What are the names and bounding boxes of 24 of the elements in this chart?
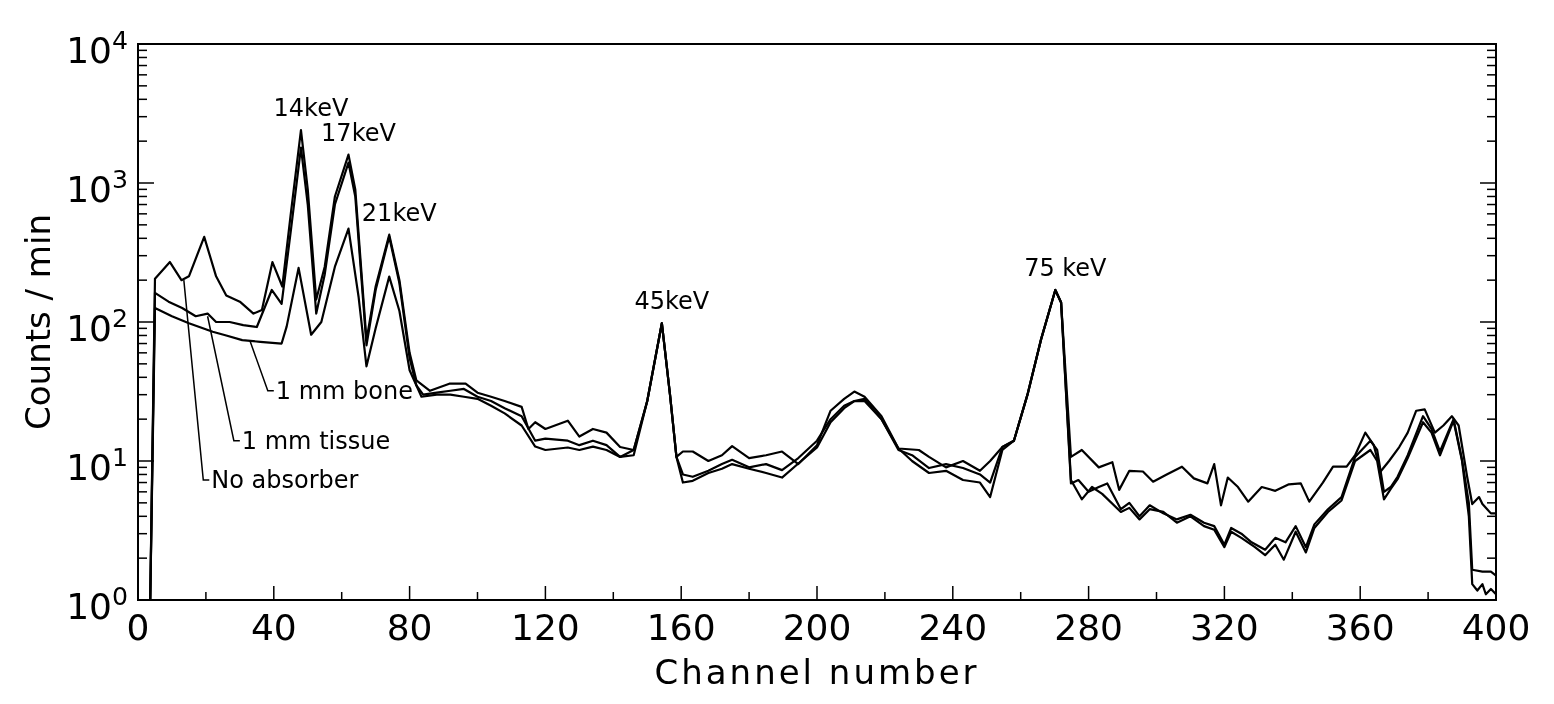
x-tick-label: 200 — [782, 607, 852, 648]
x-tick-label: 120 — [511, 607, 580, 648]
annotation: 45keV — [634, 287, 710, 316]
x-tick-label: 400 — [1461, 607, 1531, 648]
x-tick-label: 360 — [1325, 607, 1395, 648]
text: No absorber — [211, 466, 359, 495]
x-axis-title: Channel number — [654, 652, 980, 692]
annotation: 75 keV — [1024, 253, 1108, 282]
x-tick-label: 0 — [126, 607, 150, 648]
annotation: 21keV — [361, 198, 438, 227]
x-tick-label: 40 — [250, 607, 297, 648]
series-label: 1 mm tissue — [241, 427, 391, 456]
y-tick-label: 10$^{0}$ — [66, 581, 128, 627]
x-tick-label: 240 — [918, 607, 988, 648]
y-tick-label: 10$^{4}$ — [66, 25, 128, 71]
y-axis-title: Counts / min — [18, 214, 58, 430]
y-tick-label: 10$^{3}$ — [66, 164, 128, 210]
y-tick-label: 10$^{1}$ — [66, 442, 128, 488]
x-tick-label: 320 — [1190, 607, 1259, 648]
x-tick-label: 280 — [1054, 607, 1123, 648]
x-tick-label: 160 — [646, 607, 716, 648]
x-tick-label: 80 — [386, 607, 433, 648]
series-label: 1 mm bone — [275, 377, 413, 406]
y-tick-label: 10$^{2}$ — [66, 303, 128, 349]
